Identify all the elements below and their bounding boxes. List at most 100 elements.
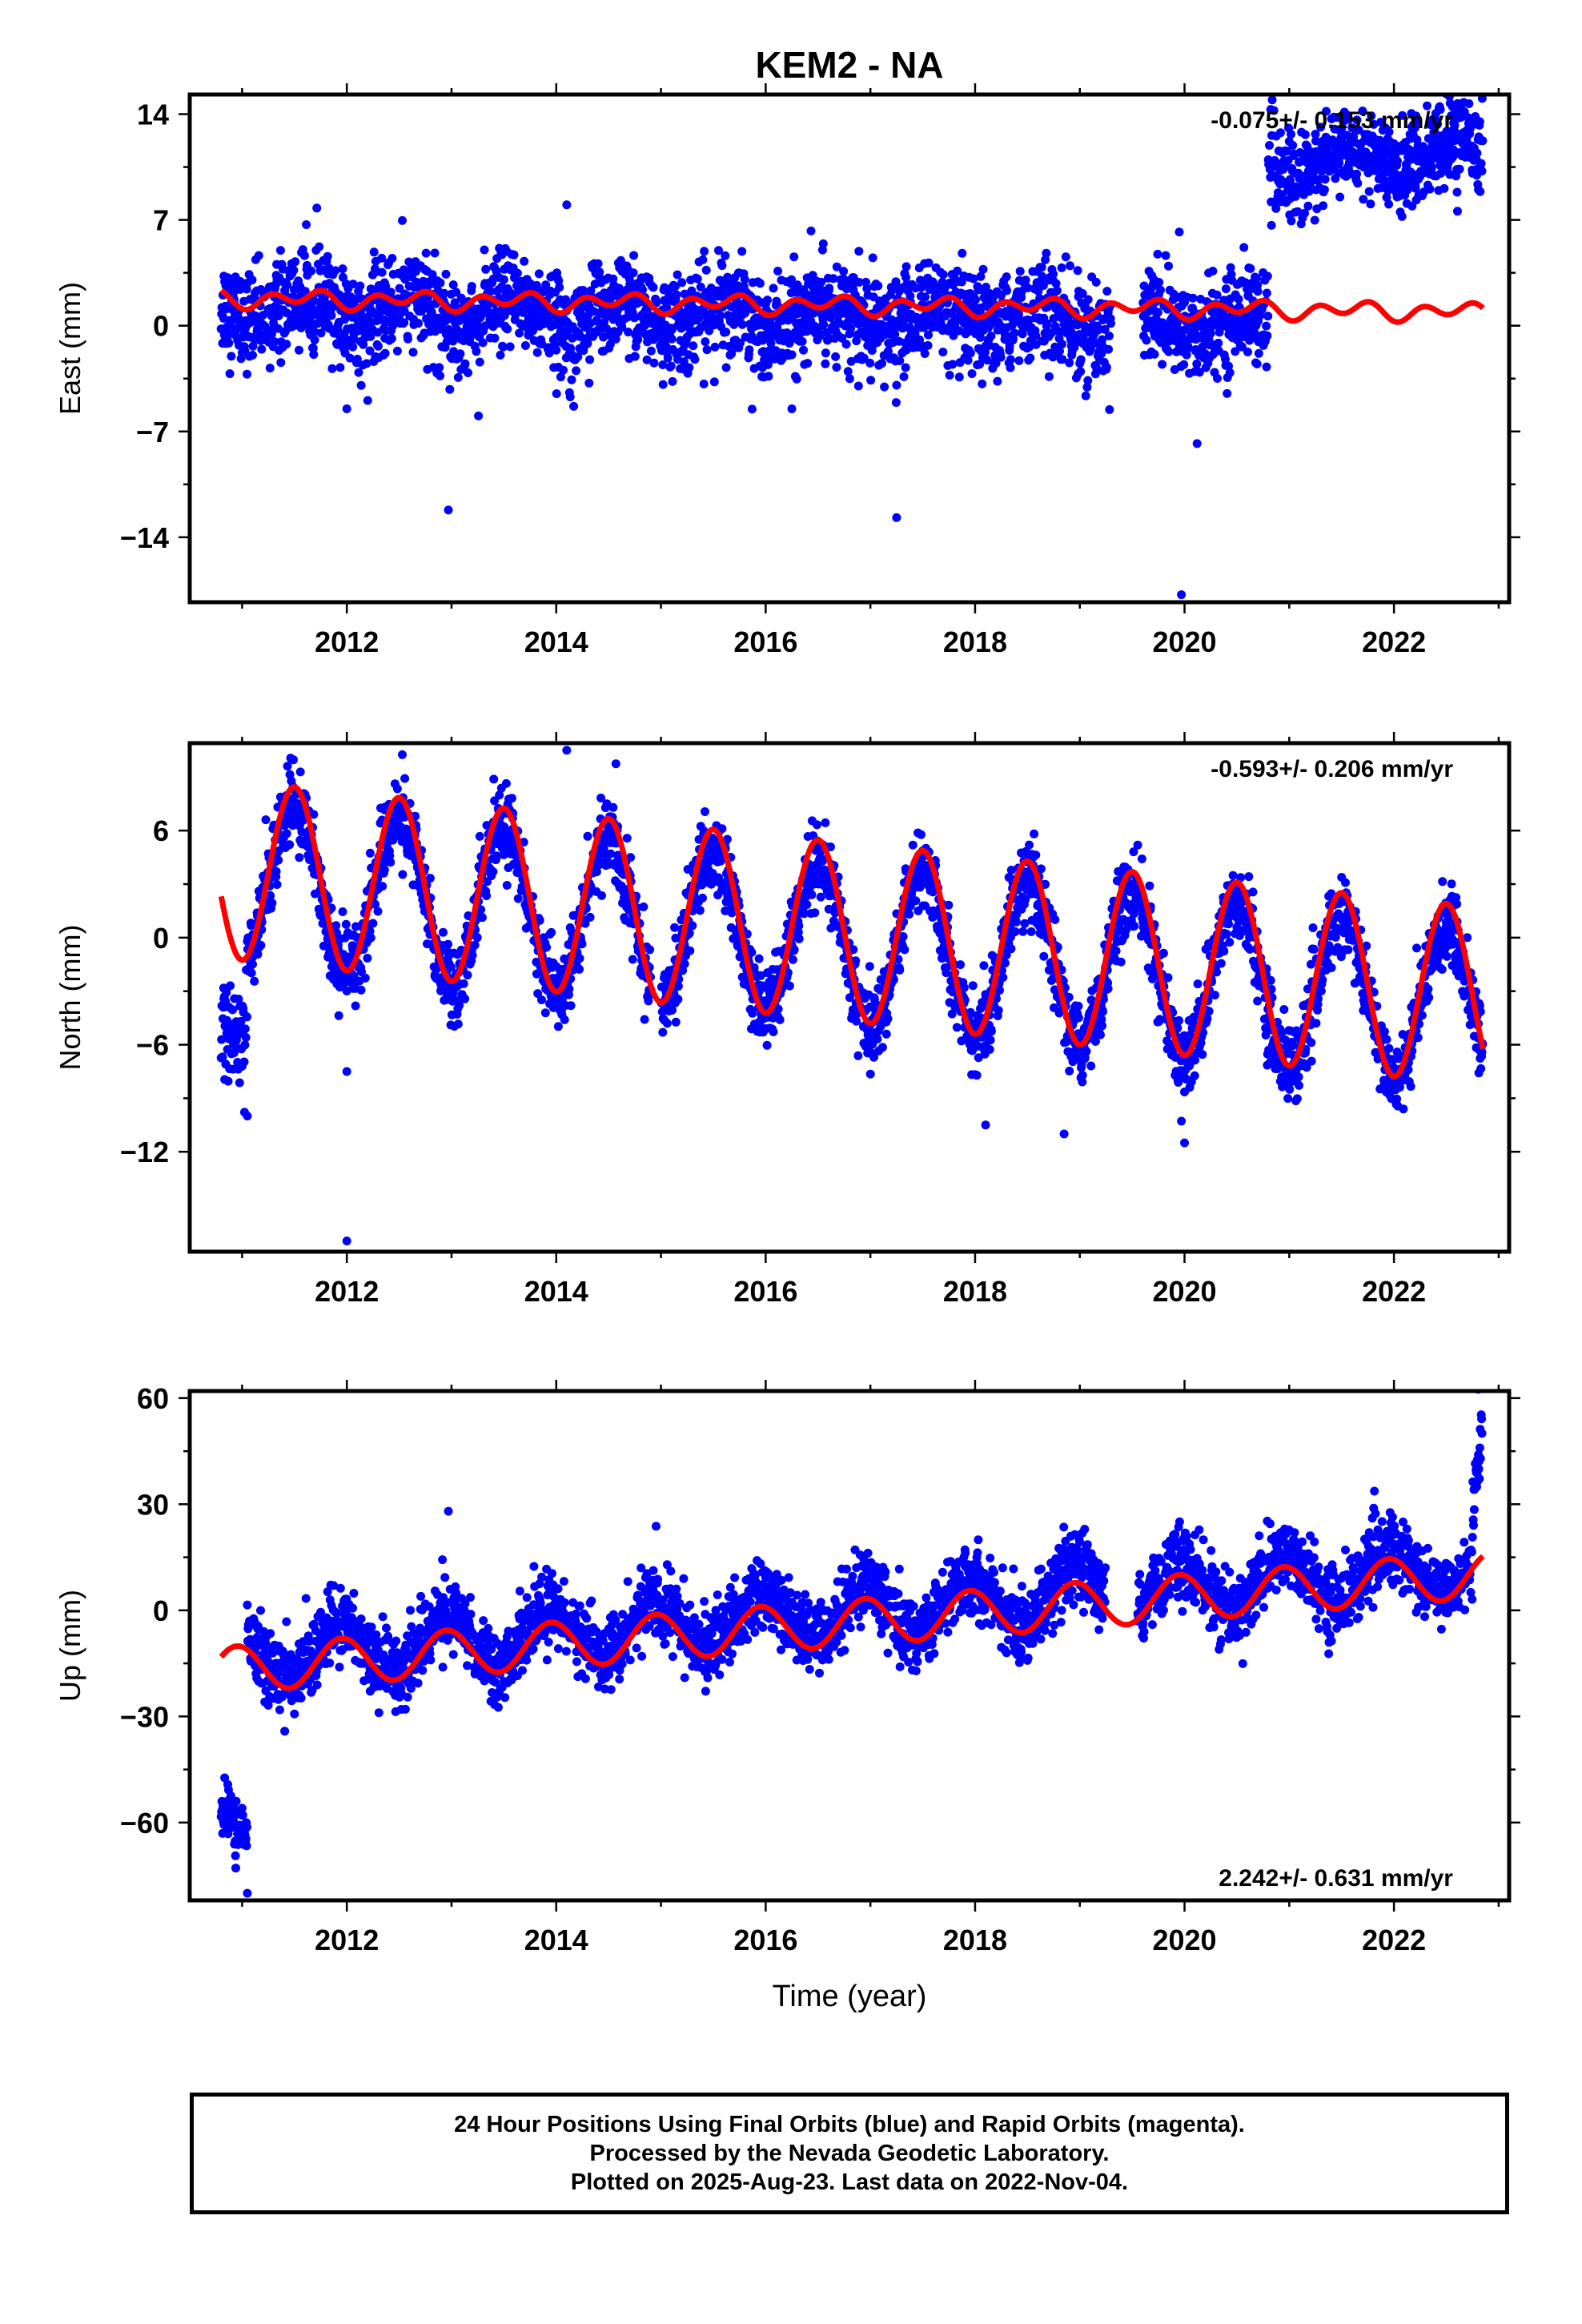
data-point — [1253, 280, 1263, 290]
data-point — [1078, 289, 1087, 298]
data-point — [821, 359, 830, 368]
data-point — [803, 359, 813, 368]
data-point — [1288, 141, 1298, 150]
model-fit-line — [219, 287, 1485, 325]
data-point — [1017, 293, 1026, 303]
data-point — [1038, 271, 1047, 281]
y-axis-label: East (mm) — [54, 282, 86, 415]
data-point — [1275, 128, 1285, 138]
data-point — [901, 363, 910, 372]
data-point — [239, 1057, 249, 1067]
data-point — [967, 369, 977, 379]
data-point — [854, 278, 864, 287]
data-point — [696, 282, 705, 292]
data-point — [272, 880, 282, 889]
rate-annotation: -0.075+/- 0.153 mm/yr — [1211, 107, 1453, 134]
data-point — [309, 810, 319, 819]
data-point — [740, 275, 749, 284]
y-tick-label: 7 — [153, 204, 169, 237]
data-point — [948, 360, 958, 369]
data-point — [1224, 361, 1233, 371]
data-point — [398, 870, 408, 879]
data-point — [1213, 374, 1222, 383]
data-point — [916, 275, 925, 285]
data-point — [679, 357, 689, 367]
data-point — [788, 955, 797, 964]
data-point — [764, 372, 773, 381]
data-point — [496, 350, 505, 360]
data-point — [385, 851, 395, 861]
data-point — [868, 253, 877, 263]
data-point — [1083, 376, 1093, 385]
data-point — [794, 934, 804, 943]
data-point — [283, 762, 292, 771]
data-point — [444, 939, 453, 949]
data-point — [787, 350, 797, 360]
data-point — [331, 266, 340, 275]
data-point — [467, 282, 476, 291]
outlier-point — [444, 505, 453, 515]
data-point — [1372, 73, 1381, 82]
data-point — [1150, 349, 1159, 359]
data-point — [1427, 163, 1436, 173]
data-point — [217, 1035, 227, 1044]
data-point — [356, 985, 366, 995]
data-point — [670, 923, 680, 932]
data-point — [559, 365, 568, 375]
data-point — [794, 921, 804, 931]
data-point — [923, 340, 933, 350]
data-point — [460, 359, 470, 368]
data-point — [255, 328, 264, 338]
data-point — [1021, 275, 1030, 285]
data-point — [302, 220, 311, 229]
data-point — [626, 853, 636, 862]
data-point — [628, 268, 638, 278]
data-point — [1052, 286, 1062, 296]
data-point — [1183, 343, 1193, 352]
data-point — [1221, 284, 1231, 294]
data-point — [586, 286, 596, 296]
data-point — [1154, 278, 1164, 287]
data-point — [608, 802, 618, 812]
data-point — [969, 274, 978, 283]
data-point — [472, 933, 482, 943]
data-point — [592, 867, 601, 877]
data-point — [974, 285, 983, 295]
data-point — [365, 346, 375, 356]
data-point — [1153, 249, 1162, 259]
data-point — [762, 1040, 772, 1050]
data-point — [1344, 115, 1354, 124]
data-point — [560, 1015, 569, 1024]
data-point — [815, 331, 825, 340]
data-point — [365, 927, 375, 936]
data-point — [373, 907, 383, 916]
data-point — [1262, 362, 1271, 372]
data-point — [671, 1017, 681, 1027]
data-point — [421, 248, 431, 258]
plot-frame — [187, 92, 1512, 605]
data-points — [216, 746, 1488, 1246]
data-point — [958, 248, 967, 258]
data-point — [1263, 331, 1272, 340]
data-point — [1018, 329, 1027, 339]
data-point — [853, 1051, 863, 1060]
data-point — [597, 891, 606, 900]
data-point — [1268, 75, 1277, 84]
data-point — [408, 348, 418, 357]
data-point — [1226, 263, 1235, 272]
data-point — [547, 927, 556, 937]
data-point — [921, 292, 930, 302]
data-point — [386, 858, 396, 867]
data-point — [575, 964, 584, 974]
data-point — [323, 251, 332, 261]
data-point — [569, 401, 579, 411]
data-point — [291, 304, 300, 314]
data-point — [256, 940, 266, 950]
data-point — [865, 962, 874, 971]
data-point — [1287, 130, 1295, 139]
data-point — [366, 284, 375, 294]
data-point — [472, 347, 481, 356]
data-point — [1267, 220, 1276, 230]
data-point — [658, 1027, 668, 1037]
data-point — [533, 989, 543, 999]
